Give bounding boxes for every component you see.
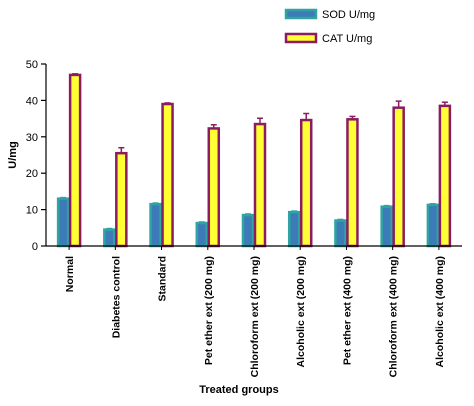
sod-bar <box>103 228 116 248</box>
cat-bar <box>299 118 313 248</box>
x-tick-label: Alcoholic ext (400 mg) <box>434 256 446 367</box>
x-tick-label: Chloroform ext (400 mg) <box>388 256 400 377</box>
cat-bar <box>346 118 359 248</box>
x-tick-label: Pet ether ext (200 mg) <box>203 256 215 365</box>
y-tick-label: 30 <box>26 132 38 144</box>
cat-bar <box>115 151 128 248</box>
category-group <box>56 73 82 248</box>
cat-bar <box>68 73 82 248</box>
x-tick-label: Normal <box>64 256 76 292</box>
y-axis-label: U/mg <box>7 141 19 169</box>
y-tick-label: 50 <box>26 59 38 71</box>
legend-item: SOD U/mg <box>284 8 375 21</box>
category-group <box>241 117 267 248</box>
sod-bar <box>241 213 255 248</box>
category-group <box>426 101 452 248</box>
x-axis: Normal Diabetes control Standard Pet ether … <box>46 245 462 377</box>
category-group <box>149 102 174 248</box>
x-tick-label: Pet ether ext (400 mg) <box>341 256 353 365</box>
sod-bar <box>334 219 347 248</box>
legend-swatch <box>284 8 318 20</box>
sod-bar <box>149 202 162 248</box>
sod-bar <box>56 197 70 248</box>
legend: SOD U/mg CAT U/mg <box>284 8 375 45</box>
x-tick-label: Diabetes control <box>110 256 122 338</box>
category-group <box>287 112 313 248</box>
x-tick-label: Alcoholic ext (200 mg) <box>295 256 307 367</box>
plot-area <box>56 73 452 248</box>
y-tick-label: 10 <box>26 205 38 217</box>
legend-label: SOD U/mg <box>322 9 375 21</box>
y-tick-label: 20 <box>26 168 38 180</box>
cat-bar <box>253 122 267 248</box>
sod-bar <box>195 221 209 248</box>
y-tick-label: 0 <box>32 241 38 253</box>
legend-label: CAT U/mg <box>322 33 372 45</box>
category-group <box>380 100 405 248</box>
sod-bar <box>380 205 393 248</box>
category-group <box>103 146 128 248</box>
category-group <box>334 115 359 248</box>
cat-bar <box>207 127 221 248</box>
cat-bar <box>161 102 174 248</box>
x-axis-label: Treated groups <box>199 384 278 396</box>
y-tick-label: 40 <box>26 95 38 107</box>
sod-bar <box>426 203 440 248</box>
legend-swatch <box>284 32 318 44</box>
cat-bar <box>392 106 405 248</box>
x-tick-label: Chloroform ext (200 mg) <box>249 256 261 377</box>
sod-bar <box>287 210 301 248</box>
cat-bar <box>438 104 452 248</box>
y-axis: 0 10 20 30 40 50 <box>26 59 47 253</box>
x-tick-label: Standard <box>157 256 169 302</box>
legend-item: CAT U/mg <box>284 32 372 45</box>
category-group <box>195 124 221 248</box>
